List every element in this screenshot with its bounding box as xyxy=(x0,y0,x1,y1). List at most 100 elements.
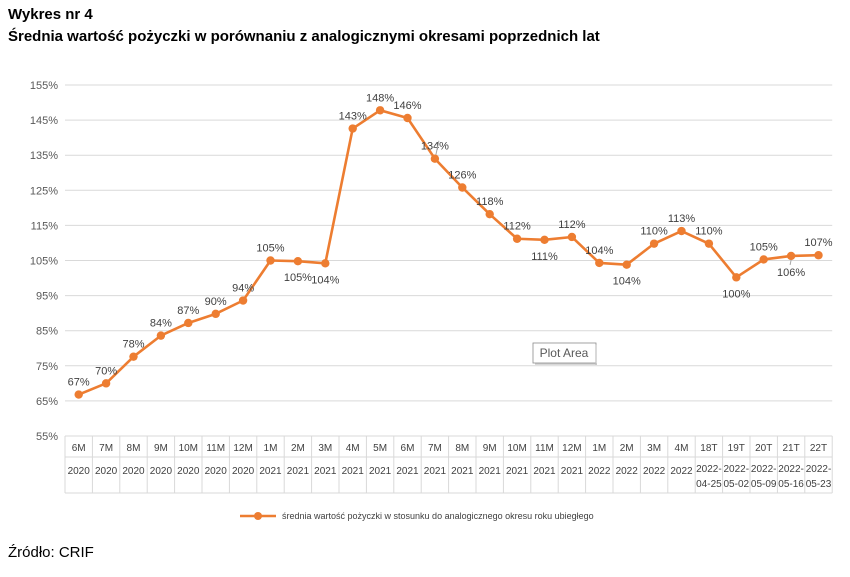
data-label: 94% xyxy=(232,283,254,295)
data-point xyxy=(512,234,522,243)
category-label: 21T xyxy=(782,443,799,454)
y-tick-label: 55% xyxy=(36,431,58,443)
category-year-label: 2021 xyxy=(561,466,584,477)
data-point xyxy=(403,113,412,123)
category-year-label: 05-23 xyxy=(806,479,832,490)
x-axis-categories: 6M 2020 7M 2020 8M 2020 9M 2020 10M 2020 11M 2020 12… xyxy=(64,436,833,494)
data-point xyxy=(485,209,494,219)
category-year-label: 2022 xyxy=(588,466,611,477)
category-label: 7M xyxy=(99,443,113,454)
legend-label: średnia wartość pożyczki w stosunku do a… xyxy=(282,511,594,521)
category-year-label: 2020 xyxy=(122,466,145,477)
data-label: 90% xyxy=(205,296,227,308)
data-point xyxy=(156,331,166,340)
y-tick-label: 105% xyxy=(30,256,58,268)
chart-title: Średnia wartość pożyczki w porównaniu z … xyxy=(8,28,600,45)
category-label: 9M xyxy=(483,443,497,454)
category-label: 4M xyxy=(675,443,689,454)
data-point xyxy=(567,232,577,242)
category-label: 2M xyxy=(291,443,305,454)
category-label: 10M xyxy=(507,443,526,454)
category-year-label: 2022- xyxy=(696,464,722,475)
category-year-label: 2022- xyxy=(724,464,750,475)
category-year-label: 2020 xyxy=(232,466,255,477)
data-label: 67% xyxy=(68,377,90,389)
category-year-label: 2022 xyxy=(670,466,693,477)
data-point xyxy=(293,257,303,266)
y-tick-label: 95% xyxy=(36,291,58,303)
data-label: 104% xyxy=(585,245,613,257)
data-point xyxy=(814,251,823,260)
data-label: 148% xyxy=(366,92,394,104)
category-label: 1M xyxy=(264,443,278,454)
gridlines xyxy=(65,84,833,437)
data-point xyxy=(732,273,741,282)
data-point xyxy=(266,256,275,265)
data-label: 113% xyxy=(668,213,696,225)
category-year-label: 2020 xyxy=(68,466,91,477)
y-tick-label: 135% xyxy=(30,150,58,162)
data-point xyxy=(430,154,440,163)
plot-area-tag-label: Plot Area xyxy=(540,346,589,360)
y-tick-label: 145% xyxy=(30,115,58,127)
category-year-label: 2022 xyxy=(616,466,639,477)
category-label: 6M xyxy=(72,443,86,454)
category-year-label: 2020 xyxy=(95,466,118,477)
category-label: 12M xyxy=(233,443,252,454)
category-year-label: 2020 xyxy=(150,466,173,477)
data-point xyxy=(74,390,83,399)
category-label: 12M xyxy=(562,443,581,454)
category-label: 7M xyxy=(428,443,442,454)
category-label: 2M xyxy=(620,443,634,454)
data-point xyxy=(458,183,467,192)
category-label: 6M xyxy=(401,443,415,454)
category-year-label: 2021 xyxy=(506,466,529,477)
category-year-label: 2020 xyxy=(177,466,200,477)
data-point xyxy=(649,239,659,248)
label-leader-line xyxy=(435,140,440,155)
data-label: 105% xyxy=(284,272,312,284)
category-label: 19T xyxy=(728,443,745,454)
data-label: 112% xyxy=(503,221,531,233)
data-label: 107% xyxy=(804,237,832,249)
category-year-label: 2021 xyxy=(424,466,447,477)
y-tick-label: 155% xyxy=(30,80,58,92)
category-year-label: 2021 xyxy=(369,466,392,477)
legend: średnia wartość pożyczki w stosunku do a… xyxy=(240,511,594,521)
data-label: 70% xyxy=(95,365,117,377)
category-label: 8M xyxy=(127,443,141,454)
category-year-label: 2021 xyxy=(287,466,310,477)
data-label: 134% xyxy=(421,141,449,153)
plot-area-tag: Plot Area xyxy=(532,342,597,365)
category-label: 10M xyxy=(179,443,198,454)
data-point xyxy=(786,251,796,261)
y-tick-label: 125% xyxy=(30,185,58,197)
category-year-label: 2020 xyxy=(205,466,228,477)
category-year-label: 2021 xyxy=(314,466,337,477)
data-label: 106% xyxy=(777,267,805,279)
data-point xyxy=(348,124,357,133)
category-year-label: 05-16 xyxy=(778,479,804,490)
data-label: 110% xyxy=(695,226,723,238)
source-note: Źródło: CRIF xyxy=(8,544,94,561)
data-label: 112% xyxy=(558,219,586,231)
data-label: 78% xyxy=(122,339,144,351)
y-tick-label: 115% xyxy=(31,220,59,232)
category-year-label: 2022 xyxy=(643,466,666,477)
category-year-label: 2021 xyxy=(396,466,419,477)
category-label: 20T xyxy=(755,443,772,454)
data-point xyxy=(238,296,248,305)
category-label: 18T xyxy=(700,443,717,454)
y-tick-label: 85% xyxy=(36,326,58,338)
data-label: 110% xyxy=(640,226,668,238)
y-axis-ticks: 55% 65% 75% 85% 95% 105% 115% 125% 135% 145% 155% xyxy=(30,80,58,443)
data-point xyxy=(321,259,330,268)
figure-number: Wykres nr 4 xyxy=(8,6,93,23)
category-year-label: 2022- xyxy=(778,464,804,475)
data-point xyxy=(101,379,111,388)
category-label: 4M xyxy=(346,443,360,454)
y-tick-label: 75% xyxy=(36,361,58,373)
data-label: 111% xyxy=(531,251,558,263)
category-year-label: 2021 xyxy=(533,466,556,477)
